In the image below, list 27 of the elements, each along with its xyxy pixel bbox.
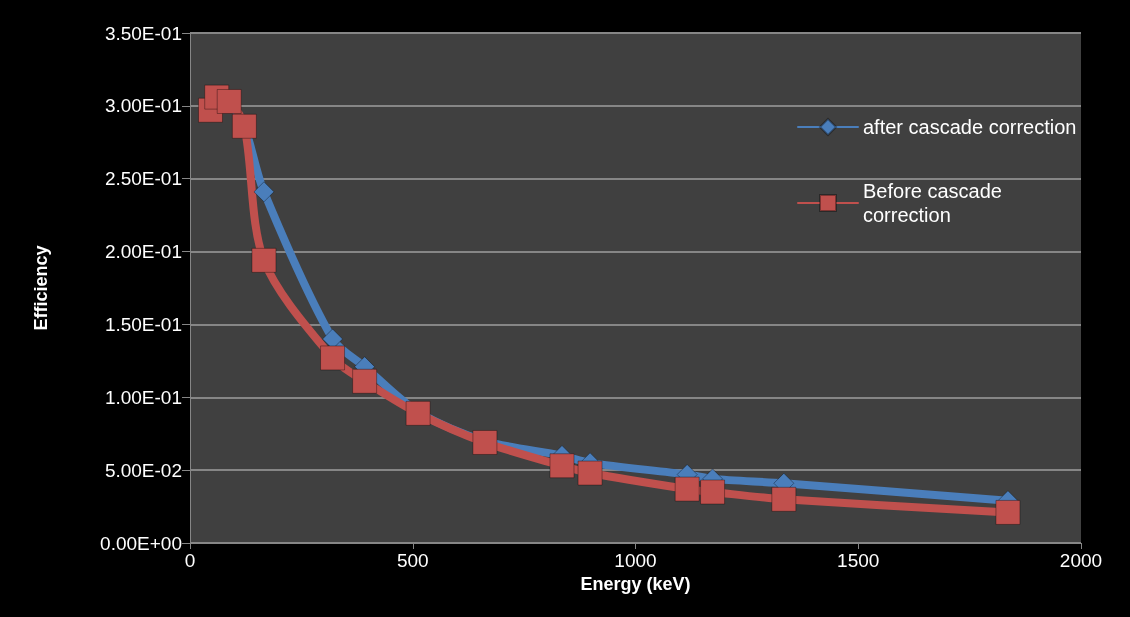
y-tick-label: 2.00E-01 xyxy=(104,241,182,263)
x-tick-label: 1500 xyxy=(837,550,880,571)
point xyxy=(253,181,275,203)
x-tick-label: 500 xyxy=(396,550,429,571)
legend-label: Before cascade correction xyxy=(863,180,1008,226)
y-tick-label: 3.00E-01 xyxy=(104,95,182,117)
x-tick-label: 0 xyxy=(184,550,196,571)
point xyxy=(320,345,346,371)
y-tick-label: 3.50E-01 xyxy=(104,22,182,44)
y-tick-label: 0.00E+00 xyxy=(100,532,182,554)
point xyxy=(995,499,1021,525)
legend-label: after cascade correction xyxy=(863,116,1077,138)
y-tick-label: 2.50E-01 xyxy=(104,168,182,190)
x-axis-title: Energy (keV) xyxy=(580,573,691,594)
point xyxy=(352,368,378,394)
point xyxy=(700,479,726,505)
y-tick-label: 1.00E-01 xyxy=(104,386,182,408)
point xyxy=(251,247,277,273)
x-tick-label: 1000 xyxy=(614,550,657,571)
point xyxy=(674,476,700,502)
y-tick-label: 5.00E-02 xyxy=(104,459,182,481)
x-tick-label: 2000 xyxy=(1059,550,1103,571)
point xyxy=(577,460,603,486)
y-axis-title: Efficiency xyxy=(31,245,51,331)
point xyxy=(771,486,797,512)
point xyxy=(549,453,575,479)
y-tick-label: 1.50E-01 xyxy=(104,313,182,335)
